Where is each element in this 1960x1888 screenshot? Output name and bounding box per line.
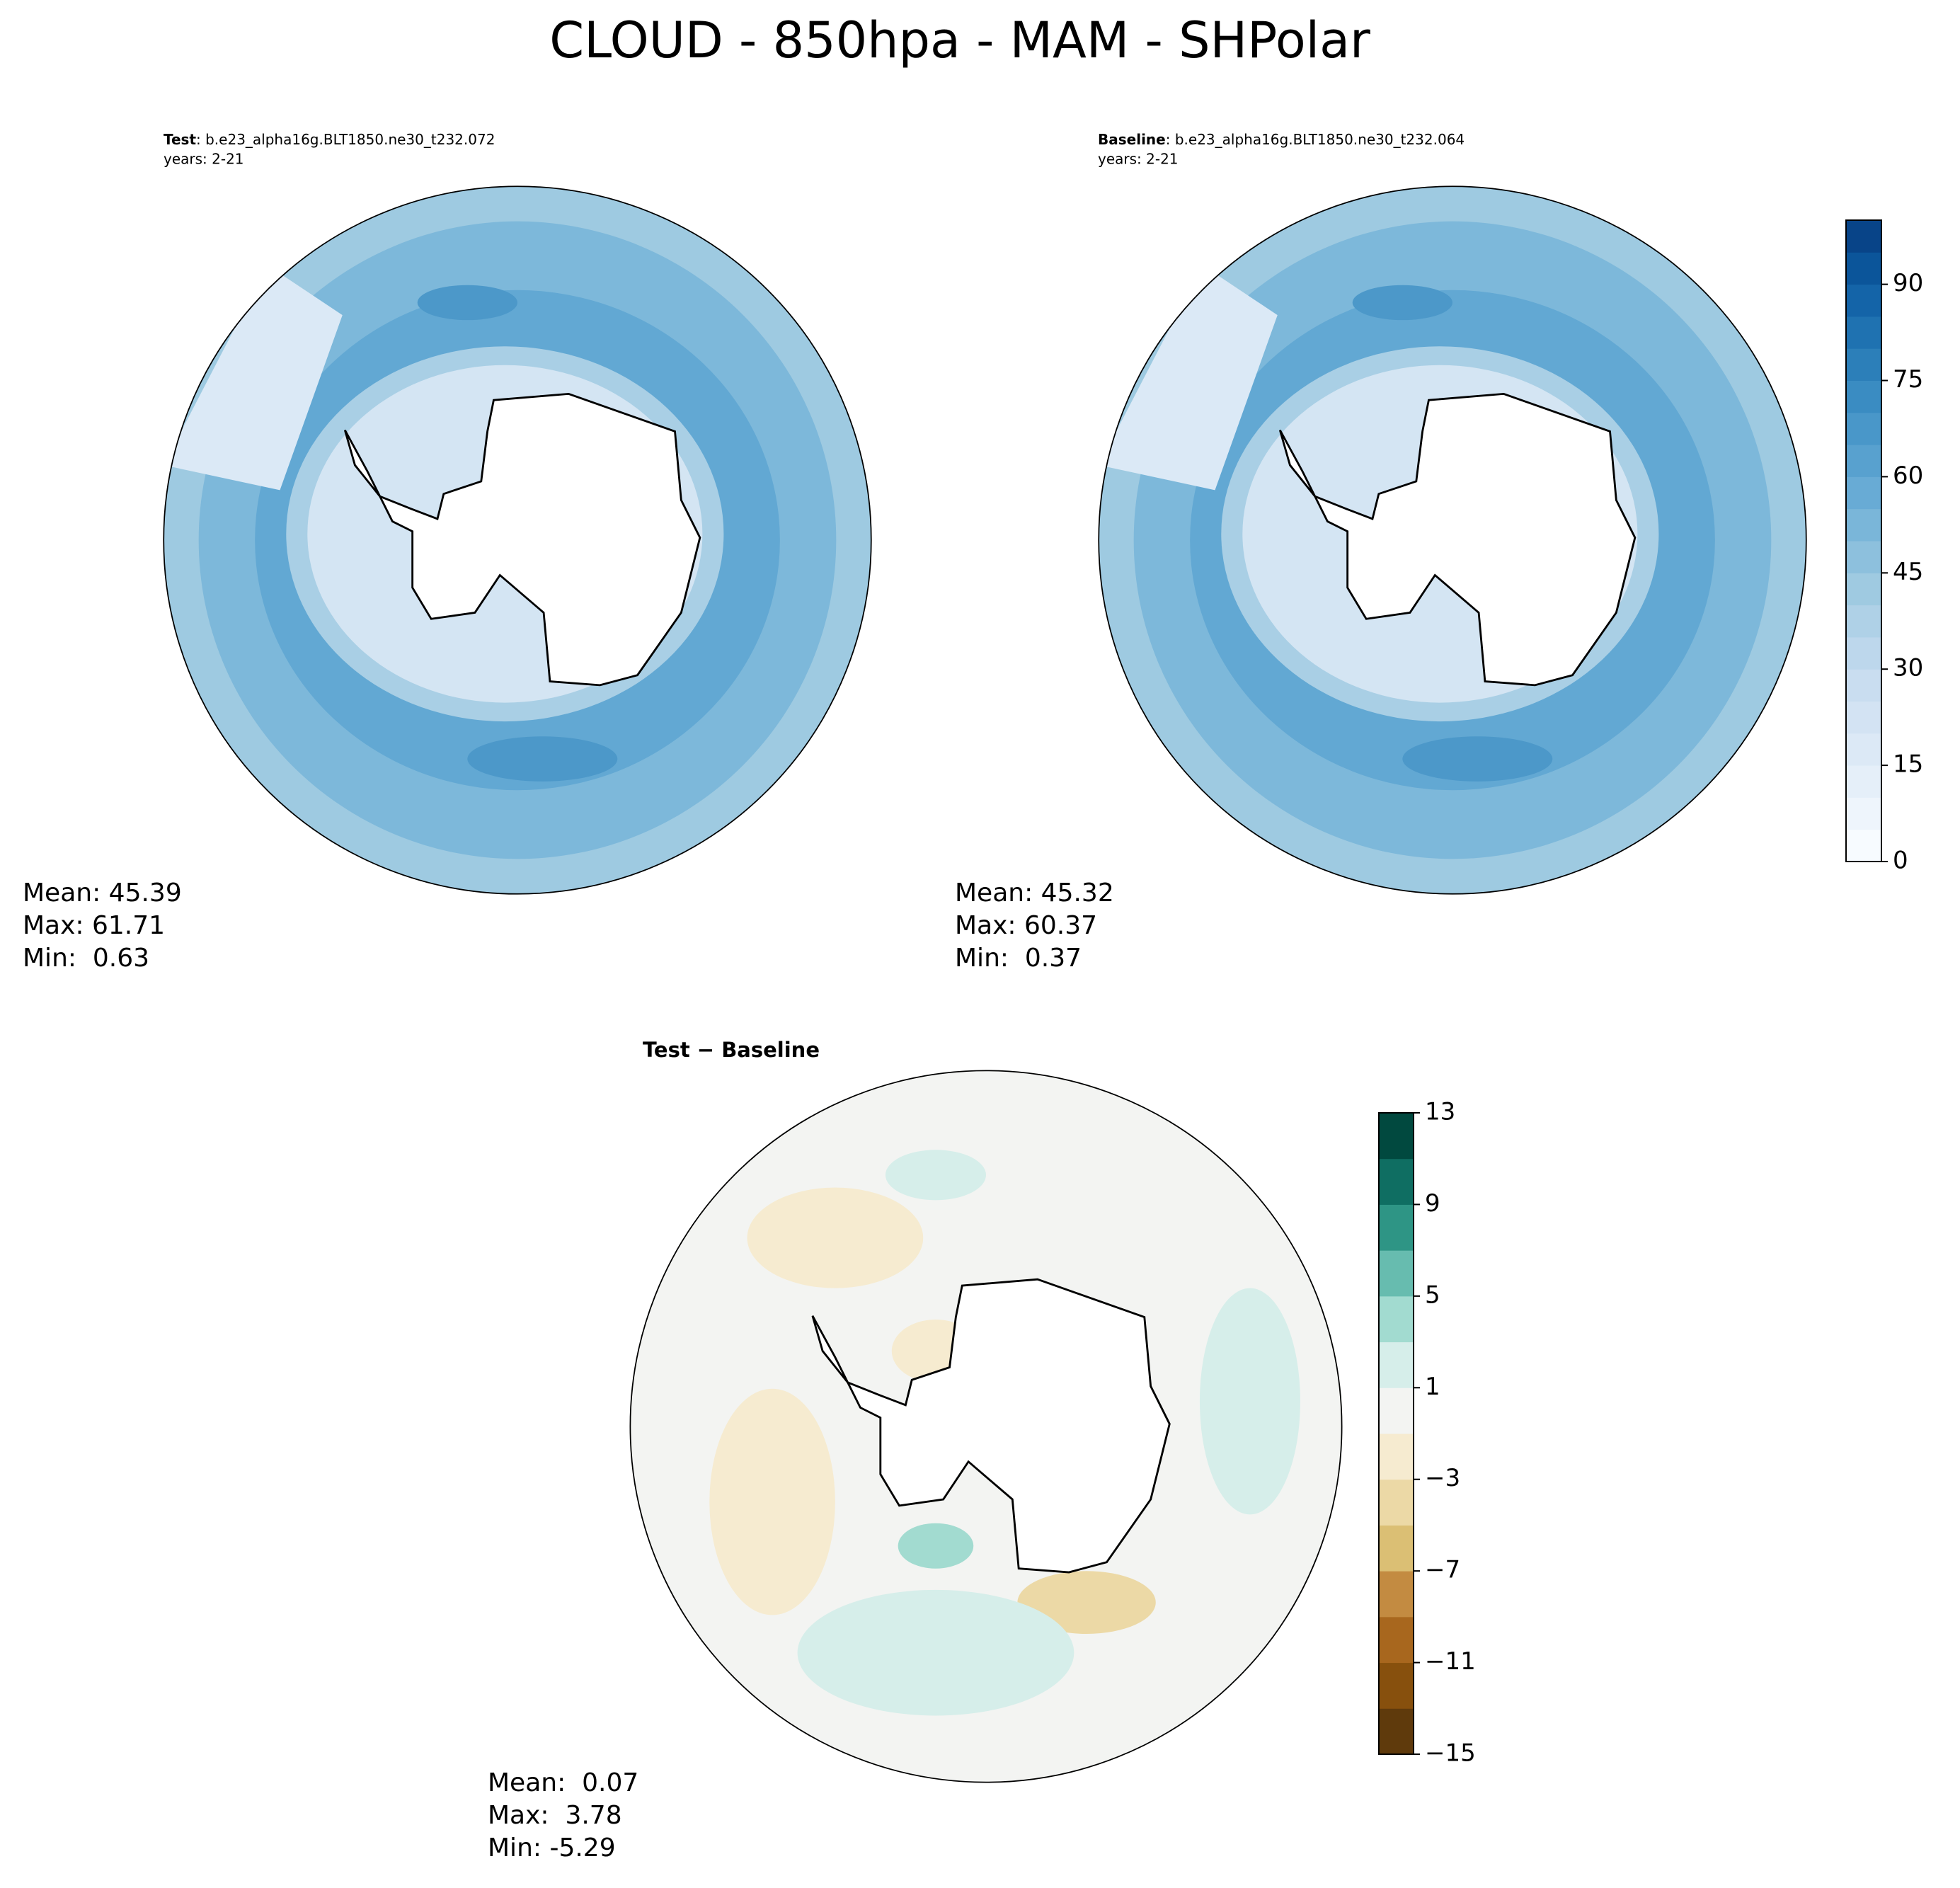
colorbar-segment [1379, 1708, 1414, 1755]
stat: Min: -5.29 [488, 1833, 616, 1863]
tick-label: 15 [1893, 750, 1923, 779]
colorbar-segment [1846, 605, 1881, 638]
tick-label: 1 [1425, 1373, 1440, 1401]
tick-label: −3 [1425, 1464, 1460, 1492]
colorbar-segment [1379, 1204, 1414, 1251]
colorbar-segment [1379, 1662, 1414, 1709]
colorbar-frame [1845, 219, 1882, 862]
colorbar-segment [1846, 573, 1881, 606]
colorbar-segment [1846, 380, 1881, 413]
colorbar-segment [1379, 1571, 1414, 1618]
stat: Max: 3.78 [488, 1801, 622, 1830]
baseline-map [1098, 185, 1807, 895]
test-map [163, 185, 872, 895]
years: years: 2-21 [1098, 151, 1179, 168]
panel-label: Test [164, 131, 196, 148]
colorbar-segment [1846, 797, 1881, 830]
stat: Max: 61.71 [23, 911, 165, 940]
stat: Min: 0.63 [23, 944, 149, 973]
colorbar-segment [1379, 1158, 1414, 1205]
stat: Min: 0.37 [955, 944, 1082, 973]
case-name: : b.e23_alpha16g.BLT1850.ne30_t232.072 [196, 131, 495, 148]
colorbar-segment [1379, 1113, 1414, 1160]
colorbar-segment [1846, 829, 1881, 862]
colorbar-segment [1846, 508, 1881, 542]
tick-label: 60 [1893, 462, 1923, 490]
tick-label: 30 [1893, 654, 1923, 682]
colorbar-segment [1846, 348, 1881, 381]
tick-label: 9 [1425, 1189, 1440, 1218]
stat: Mean: 45.32 [955, 879, 1114, 908]
tick-label: 5 [1425, 1281, 1440, 1309]
colorbar-segment [1846, 765, 1881, 798]
panel-title: Baseline: b.e23_alpha16g.BLT1850.ne30_t2… [1098, 131, 1465, 148]
tick-label: 75 [1893, 365, 1923, 394]
colorbar-segment [1846, 733, 1881, 766]
stat: Max: 60.37 [955, 911, 1097, 940]
stat: Mean: 0.07 [488, 1768, 638, 1797]
colorbar-segment [1846, 252, 1881, 285]
colorbar-segment [1379, 1295, 1414, 1343]
panel-title: Test: b.e23_alpha16g.BLT1850.ne30_t232.0… [164, 131, 495, 148]
colorbar-segment [1846, 541, 1881, 573]
colorbar-segment [1846, 476, 1881, 510]
colorbar-segment [1379, 1616, 1414, 1664]
tick-label: −7 [1425, 1556, 1460, 1584]
years: years: 2-21 [164, 151, 244, 168]
colorbar-segment [1846, 316, 1881, 349]
colorbar-segment [1846, 669, 1881, 702]
colorbar-segment [1846, 445, 1881, 477]
colorbar-segment [1846, 701, 1881, 734]
panel-title: Test − Baseline [643, 1038, 820, 1062]
colorbar-segment [1846, 284, 1881, 317]
tick-label: −11 [1425, 1647, 1476, 1676]
figure-title: CLOUD - 850hpa - MAM - SHPolar [549, 11, 1370, 69]
tick-label: 90 [1893, 269, 1923, 297]
colorbar-segment [1846, 636, 1881, 670]
colorbar-segment [1379, 1525, 1414, 1572]
colorbar-frame [1378, 1112, 1414, 1755]
colorbar-segment [1379, 1479, 1414, 1526]
tick-label: 13 [1425, 1098, 1455, 1126]
panel-label: Baseline [1098, 131, 1166, 148]
stat: Mean: 45.39 [23, 879, 182, 908]
tick-label: −15 [1425, 1739, 1476, 1768]
tick-label: 0 [1893, 847, 1908, 875]
colorbar-segment [1379, 1434, 1414, 1480]
colorbar-segment [1379, 1388, 1414, 1434]
colorbar-segment [1846, 412, 1881, 445]
colorbar-segment [1846, 220, 1881, 253]
difference-map [629, 1070, 1343, 1783]
tick-label: 45 [1893, 558, 1923, 586]
colorbar-segment [1379, 1341, 1414, 1388]
colorbar-segment [1379, 1250, 1414, 1297]
case-name: : b.e23_alpha16g.BLT1850.ne30_t232.064 [1166, 131, 1465, 148]
